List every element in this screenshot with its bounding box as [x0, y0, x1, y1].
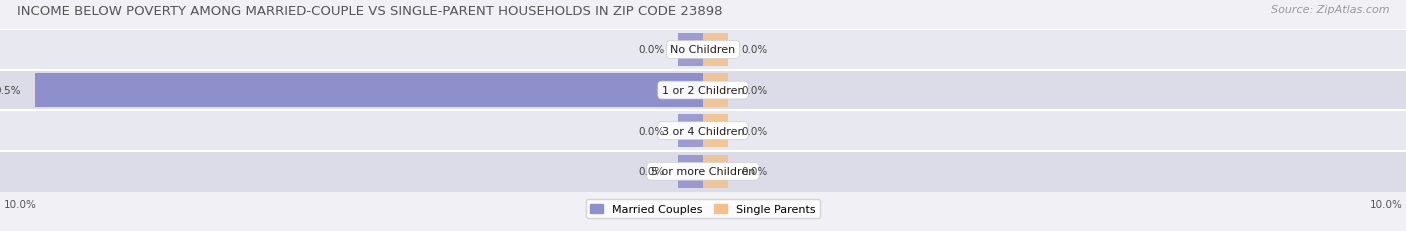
Text: INCOME BELOW POVERTY AMONG MARRIED-COUPLE VS SINGLE-PARENT HOUSEHOLDS IN ZIP COD: INCOME BELOW POVERTY AMONG MARRIED-COUPL… [17, 5, 723, 18]
Bar [703, 74, 728, 107]
Text: 0.0%: 0.0% [742, 126, 768, 136]
Text: 0.0%: 0.0% [742, 86, 768, 96]
Bar [678, 34, 703, 67]
Bar [703, 115, 728, 148]
Bar [0, 70, 1406, 111]
Text: 5 or more Children: 5 or more Children [651, 167, 755, 176]
Bar [703, 34, 728, 67]
Text: 0.0%: 0.0% [742, 45, 768, 55]
Text: Source: ZipAtlas.com: Source: ZipAtlas.com [1271, 5, 1389, 15]
Text: 9.5%: 9.5% [0, 86, 21, 96]
Bar [0, 111, 1406, 151]
Text: No Children: No Children [671, 45, 735, 55]
Bar [678, 115, 703, 148]
Bar [0, 30, 1406, 70]
Bar [703, 155, 728, 188]
Text: 0.0%: 0.0% [638, 45, 665, 55]
Text: 1 or 2 Children: 1 or 2 Children [662, 86, 744, 96]
Text: 0.0%: 0.0% [638, 126, 665, 136]
Bar [35, 74, 703, 107]
Text: 10.0%: 10.0% [4, 199, 37, 209]
Legend: Married Couples, Single Parents: Married Couples, Single Parents [586, 199, 820, 219]
Text: 0.0%: 0.0% [638, 167, 665, 176]
Bar [0, 151, 1406, 192]
Text: 3 or 4 Children: 3 or 4 Children [662, 126, 744, 136]
Text: 0.0%: 0.0% [742, 167, 768, 176]
Text: 10.0%: 10.0% [1369, 199, 1402, 209]
Bar [678, 155, 703, 188]
